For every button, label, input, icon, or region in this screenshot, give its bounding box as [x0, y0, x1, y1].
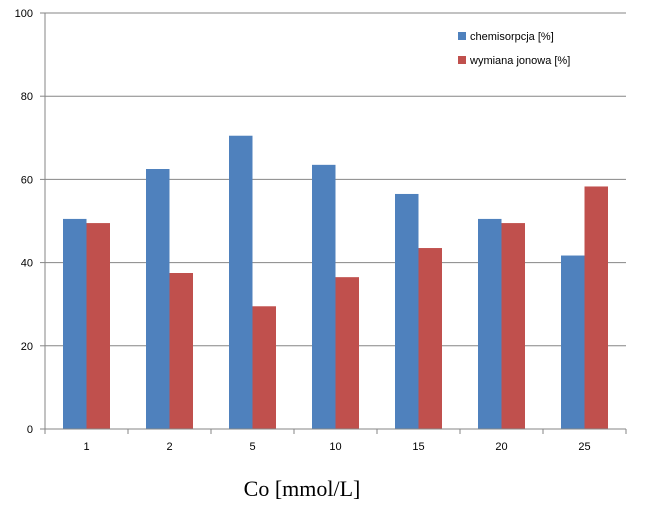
x-tick-label: 15: [412, 441, 424, 453]
y-tick-labels: 0 20 40 60 80 100: [15, 8, 33, 436]
bar-chemisorpcja-15: [395, 193, 419, 429]
bar-wymiana-jonowa-25: [584, 186, 608, 429]
bar-chemisorpcja-20: [478, 218, 502, 429]
bar-chemisorpcja-10: [312, 164, 336, 429]
axes: [44, 13, 627, 434]
legend-swatch: [458, 56, 466, 64]
bar-wymiana-jonowa-5: [252, 306, 276, 429]
legend-label: chemisorpcja [%]: [470, 31, 554, 43]
bar-chemisorpcja-2: [146, 169, 170, 429]
legend: chemisorpcja [%] wymiana jonowa [%]: [458, 31, 570, 67]
legend-label: wymiana jonowa [%]: [469, 55, 570, 67]
x-axis-label: Co [mmol/L]: [244, 476, 361, 501]
x-tick-label: 10: [329, 441, 341, 453]
x-tick-labels: 1 2 5 10 15 20 25: [83, 441, 590, 453]
bar-chemisorpcja-25: [561, 255, 585, 429]
bar-chemisorpcja-5: [229, 135, 253, 429]
x-tick-label: 20: [495, 441, 507, 453]
x-tick-label: 1: [83, 441, 89, 453]
bar-wymiana-jonowa-2: [169, 273, 193, 429]
y-tick-label: 100: [15, 8, 33, 20]
bar-wymiana-jonowa-10: [335, 277, 359, 429]
bar-chemisorpcja-1: [63, 218, 87, 429]
y-tick-label: 40: [21, 258, 33, 270]
x-tick-label: 25: [578, 441, 590, 453]
bars: [63, 135, 608, 429]
x-tick-label: 2: [166, 441, 172, 453]
y-tick-label: 60: [21, 174, 33, 186]
bar-wymiana-jonowa-15: [418, 248, 442, 429]
y-tick-label: 20: [21, 341, 33, 353]
x-tick-label: 5: [249, 441, 255, 453]
bar-wymiana-jonowa-1: [86, 223, 110, 429]
legend-swatch: [458, 32, 466, 40]
bar-wymiana-jonowa-20: [501, 223, 525, 429]
y-tick-label: 0: [27, 424, 33, 436]
y-tick-label: 80: [21, 91, 33, 103]
